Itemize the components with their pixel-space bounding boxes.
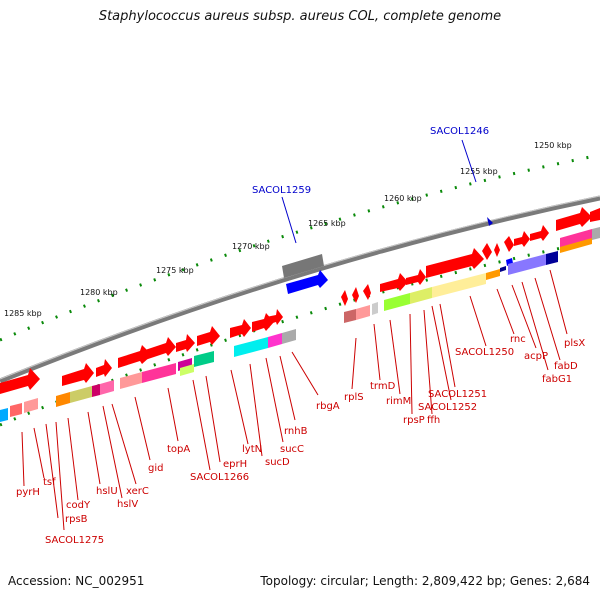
gene-label: hslU [96, 486, 118, 497]
map-title: Staphylococcus aureus subsp. aureus COL,… [98, 9, 502, 24]
gene-arrow [590, 208, 600, 222]
gene-arrow [96, 359, 112, 377]
gene-label: topA [167, 444, 190, 455]
forward-genes [0, 207, 600, 394]
accession-text: Accession: NC_002951 [8, 574, 145, 588]
gene-label: xerC [126, 486, 149, 497]
gene-label: tsf [43, 477, 56, 488]
gene-label: fabG1 [542, 374, 572, 385]
genome-backbone [0, 195, 600, 384]
scale-label: 1275 kbp [156, 266, 194, 275]
gene-arrow [494, 243, 500, 257]
gene-arrow [406, 269, 426, 285]
gene-label: pyrH [16, 487, 40, 498]
gene-arrow [556, 207, 592, 231]
gene-label: rpsB [65, 514, 88, 525]
gene-label: sucC [280, 444, 304, 455]
gene-arrow [530, 225, 549, 241]
gene-arrow [118, 345, 152, 368]
gene-arrow [62, 363, 94, 386]
gene-label: sucD [265, 457, 290, 468]
topology-text: Topology: circular; Length: 2,809,422 bp… [260, 574, 590, 588]
gene-arrow [0, 368, 40, 394]
feature-band [0, 227, 600, 422]
gene-label: rbgA [316, 401, 340, 412]
scale-label: 1270 kbp [232, 242, 270, 251]
position-marker [487, 217, 493, 226]
gene-label: trmD [370, 381, 396, 392]
gene-arrow [504, 236, 514, 252]
scale-label: 1255 kbp [460, 167, 498, 176]
gene-label: ffh [427, 415, 440, 426]
gene-label: gid [148, 463, 163, 474]
gene-label: acpP [524, 351, 548, 362]
gene-label: rnc [510, 334, 526, 345]
gene-arrow [363, 284, 371, 300]
highlight-labels: SACOL1246 SACOL1259 [252, 126, 493, 244]
gene-arrow [514, 231, 530, 247]
gene-label: SACOL1250 [455, 347, 514, 358]
gene-arrow [352, 287, 359, 303]
gene-SACOL1259-arrow [286, 270, 328, 294]
gene-label: eprH [223, 459, 247, 470]
gene-label-SACOL1246: SACOL1246 [430, 126, 489, 137]
gene-label: lytN [242, 444, 262, 455]
gene-label: SACOL1252 [418, 402, 477, 413]
scale-label: 1265 kbp [308, 219, 346, 228]
gene-arrow [482, 243, 492, 260]
gene-label: SACOL1275 [45, 535, 104, 546]
gene-block-gray [282, 254, 324, 278]
gene-arrow [341, 290, 348, 306]
gene-label: plsX [564, 338, 585, 349]
gene-arrow [266, 309, 283, 325]
gene-label-SACOL1259: SACOL1259 [252, 185, 311, 196]
gene-label: SACOL1251 [428, 389, 487, 400]
scale-label: 1260 kbp [384, 194, 422, 203]
gene-SACOL1246-arrow [506, 258, 513, 266]
gene-labels: plsX fabD fabG1 acpP rnc SACOL1250 SACOL… [16, 334, 585, 546]
scale-label: 1250 kbp [534, 141, 572, 150]
gene-arrow [380, 273, 408, 292]
gene-label: codY [66, 500, 91, 511]
scale-label: 1285 kbp [4, 309, 42, 318]
gene-arrow [176, 334, 195, 352]
scale-ring [0, 153, 600, 342]
gene-label: rpsP [403, 415, 425, 426]
gene-arrow [230, 319, 251, 338]
gene-label: rimM [386, 396, 411, 407]
gene-label: hslV [117, 499, 138, 510]
gene-label: fabD [554, 361, 578, 372]
gene-arrow [197, 326, 220, 346]
gene-label: SACOL1266 [190, 472, 249, 483]
gene-label: rnhB [284, 426, 308, 437]
gene-leader-lines [21, 269, 568, 531]
gene-arrow [426, 248, 484, 278]
scale-label: 1280 kbp [80, 288, 118, 297]
gene-label: rplS [344, 392, 364, 403]
gene-arrow [145, 337, 176, 360]
scale-labels: 1250 kbp 1255 kbp 1260 kbp 1265 kbp 1270… [4, 141, 572, 318]
